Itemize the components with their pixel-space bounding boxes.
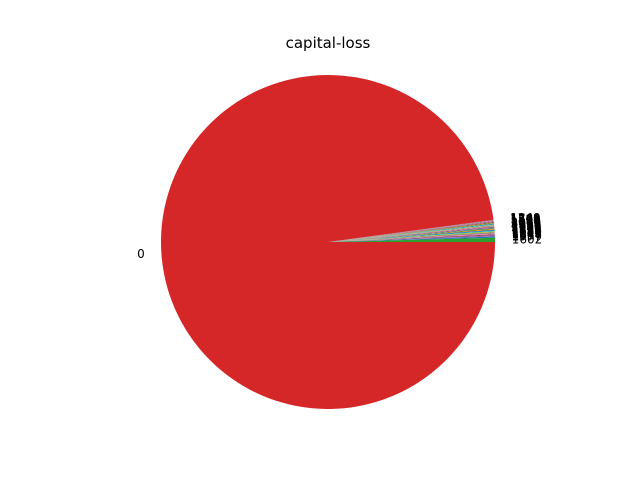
- pie-label-1672: 1672: [511, 223, 542, 237]
- pie-label-1848: 1848: [512, 227, 543, 241]
- pie-label-2051: 2051: [511, 216, 542, 230]
- pie-label-1408: 1408: [510, 214, 541, 228]
- pie-label-1602: 1602: [512, 233, 543, 247]
- pie-slice-1876: [328, 231, 495, 242]
- pie-label-1719: 1719: [511, 219, 542, 233]
- pie-slice-1340: [328, 219, 494, 242]
- pie-slice-1721: [328, 221, 494, 242]
- pie-label-1902: 1902: [511, 226, 542, 240]
- pie-slice-1741: [328, 228, 495, 242]
- chart-title: capital-loss: [286, 34, 371, 52]
- pie-slice-1504: [328, 220, 494, 242]
- pie-labels: 1602197718871848190217401876167215901741…: [137, 211, 542, 261]
- pie-slice-2001: [328, 228, 495, 242]
- pie-label-1762: 1762: [510, 211, 541, 225]
- pie-label-2001: 2001: [511, 220, 542, 234]
- pie-slice-1408: [328, 222, 494, 242]
- pie-label-1485: 1485: [511, 219, 542, 233]
- pie-slice-1848: [328, 234, 495, 242]
- pie-label-1741: 1741: [511, 221, 542, 235]
- pie-slice-1579: [328, 221, 494, 242]
- pie-label-1974: 1974: [511, 217, 542, 231]
- pie-label-1887: 1887: [512, 228, 543, 242]
- pie-slice-2002: [328, 224, 495, 242]
- pie-label-1579: 1579: [510, 213, 541, 227]
- pie-label-1669: 1669: [511, 218, 542, 232]
- pie-slice-1887: [328, 235, 495, 242]
- pie-slice-1485: [328, 226, 495, 242]
- pie-slice-1564: [328, 222, 494, 242]
- pie-slice-1590: [328, 229, 495, 242]
- pie-slice-1669: [328, 226, 495, 242]
- pie-slice-1902: [328, 233, 495, 242]
- pie-label-1740: 1740: [511, 225, 542, 239]
- pie-label-1564: 1564: [511, 214, 542, 228]
- pie-slice-1719: [328, 227, 495, 242]
- pie-slice-1980: [328, 223, 495, 242]
- pie-label-2002: 2002: [511, 216, 542, 230]
- pie-slices: [161, 74, 495, 409]
- pie-slice-1672: [328, 230, 495, 242]
- pie-label-1977: 1977: [512, 230, 543, 244]
- pie-label-1340: 1340: [510, 211, 541, 225]
- pie-slice-1602: [328, 237, 495, 242]
- pie-slice-1974: [328, 225, 495, 242]
- pie-slice-1762: [328, 220, 494, 242]
- pie-slice-1740: [328, 232, 495, 242]
- pie-label-1504: 1504: [510, 212, 541, 226]
- pie-slice-2051: [328, 224, 495, 242]
- pie-slice-0: [161, 74, 495, 409]
- pie-label-0: 0: [137, 247, 145, 261]
- pie-label-1980: 1980: [511, 215, 542, 229]
- pie-label-1721: 1721: [510, 213, 541, 227]
- pie-label-1876: 1876: [511, 224, 542, 238]
- pie-label-1590: 1590: [511, 222, 542, 236]
- pie-slice-1977: [328, 236, 495, 242]
